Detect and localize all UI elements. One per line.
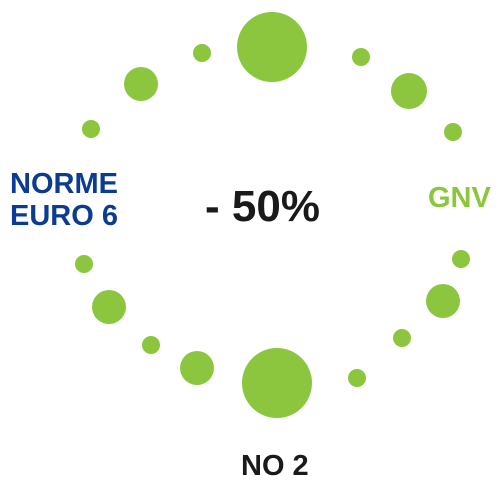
ring-dot (124, 67, 158, 101)
ring-dot (180, 351, 214, 385)
ring-dot (75, 255, 93, 273)
reduction-value: - 50% (205, 182, 320, 231)
norme-label-line2: EURO 6 (10, 200, 118, 232)
norme-euro6-label: NORME EURO 6 (10, 168, 118, 232)
ring-dot (444, 123, 462, 141)
ring-dot (391, 73, 427, 109)
ring-dot (242, 348, 312, 418)
ring-dot (348, 369, 366, 387)
no2-label: NO 2 (241, 450, 309, 482)
ring-dot (452, 250, 470, 268)
ring-dot (193, 44, 211, 62)
ring-dot (352, 48, 370, 66)
ring-dot (426, 284, 460, 318)
ring-dot (393, 329, 411, 347)
ring-dot (142, 336, 160, 354)
ring-dot (92, 290, 126, 324)
gnv-label: GNV (428, 182, 491, 214)
norme-label-line1: NORME (10, 168, 118, 200)
ring-dot (237, 12, 307, 82)
ring-dot (82, 120, 100, 138)
